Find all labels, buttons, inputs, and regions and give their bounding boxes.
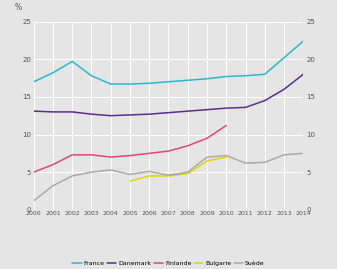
Suède [166, 174, 171, 177]
Suède [128, 173, 132, 176]
France [263, 73, 267, 76]
Danemark [70, 110, 74, 114]
Suède [301, 152, 305, 155]
Suède [263, 161, 267, 164]
Bulgarie [263, 145, 267, 148]
Finlande [186, 144, 190, 147]
Danemark [128, 113, 132, 116]
Finlande [205, 137, 209, 140]
France [244, 74, 248, 77]
Finlande [51, 163, 55, 166]
Danemark [301, 73, 305, 76]
France [147, 82, 151, 85]
France [224, 75, 228, 78]
Finlande [109, 155, 113, 159]
Danemark [166, 111, 171, 114]
France [128, 82, 132, 86]
France [51, 71, 55, 74]
Line: Suède: Suède [34, 153, 303, 201]
France [89, 74, 93, 77]
Bulgarie [186, 172, 190, 175]
Suède [70, 174, 74, 178]
France [109, 82, 113, 86]
Danemark [263, 99, 267, 102]
Bulgarie [147, 174, 151, 178]
Suède [51, 184, 55, 187]
Line: Finlande: Finlande [34, 125, 226, 172]
Line: France: France [34, 41, 303, 84]
Danemark [89, 112, 93, 116]
Danemark [282, 88, 286, 91]
Danemark [224, 107, 228, 110]
France [166, 80, 171, 83]
Suède [147, 170, 151, 173]
France [282, 56, 286, 59]
Bulgarie [224, 155, 228, 159]
Suède [89, 171, 93, 174]
Finlande [89, 153, 93, 157]
Suède [186, 171, 190, 174]
France [186, 79, 190, 82]
Danemark [205, 108, 209, 111]
France [205, 77, 209, 80]
Suède [244, 161, 248, 165]
Finlande [70, 153, 74, 157]
Line: Bulgarie: Bulgarie [130, 147, 265, 181]
Danemark [186, 109, 190, 113]
Finlande [166, 150, 171, 153]
Text: %: % [15, 3, 22, 12]
Suède [282, 153, 286, 157]
Suède [224, 154, 228, 157]
Bulgarie [205, 159, 209, 162]
France [32, 80, 36, 83]
Finlande [147, 152, 151, 155]
Danemark [244, 106, 248, 109]
Danemark [109, 114, 113, 117]
Suède [109, 168, 113, 172]
Bulgarie [128, 180, 132, 183]
Suède [32, 199, 36, 202]
Legend: France, Danemark, Finlande, Bulgarie, Suède: France, Danemark, Finlande, Bulgarie, Su… [72, 261, 265, 266]
Danemark [147, 112, 151, 116]
Danemark [32, 109, 36, 113]
Suède [205, 155, 209, 159]
Finlande [32, 171, 36, 174]
Bulgarie [166, 174, 171, 178]
France [70, 60, 74, 63]
Danemark [51, 110, 55, 114]
Finlande [224, 124, 228, 127]
Finlande [128, 154, 132, 157]
France [301, 40, 305, 43]
Line: Danemark: Danemark [34, 74, 303, 116]
